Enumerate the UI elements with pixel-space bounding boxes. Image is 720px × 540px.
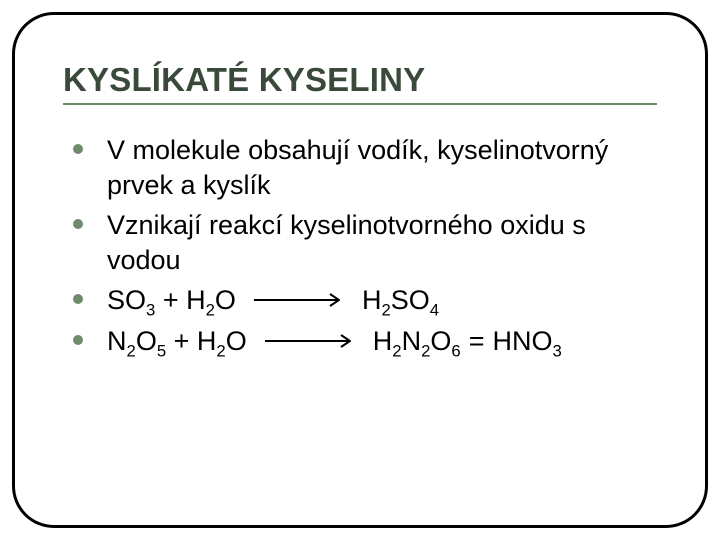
chem-formula: HNO3: [492, 324, 561, 359]
list-item-body: Vznikají reakcí kyselinotvorného oxidu s…: [107, 208, 657, 277]
bullet-icon: [73, 144, 83, 154]
bullet-icon: [73, 335, 83, 345]
slide-frame: KYSLÍKATÉ KYSELINY V molekule obsahují v…: [12, 12, 708, 528]
reaction-row: N2O5 + H2O H2N2O6 = HNO3: [107, 324, 657, 359]
bullet-list: V molekule obsahují vodík, kyselinotvorn…: [63, 115, 657, 358]
equals-sign: =: [469, 324, 485, 359]
list-item-body: N2O5 + H2O H2N2O6 = HNO3: [107, 324, 657, 359]
reaction-arrow-icon: [265, 334, 351, 348]
chem-formula: SO3 + H2O: [107, 283, 236, 318]
bullet-icon: [73, 219, 83, 229]
slide-content: KYSLÍKATÉ KYSELINY V molekule obsahují v…: [15, 15, 705, 525]
list-item: Vznikají reakcí kyselinotvorného oxidu s…: [73, 208, 657, 277]
list-item-body: V molekule obsahují vodík, kyselinotvorn…: [107, 133, 657, 202]
slide-title: KYSLÍKATÉ KYSELINY: [63, 61, 657, 103]
list-item: N2O5 + H2O H2N2O6 = HNO3: [73, 324, 657, 359]
reaction-arrow-icon: [254, 293, 340, 307]
list-item: V molekule obsahují vodík, kyselinotvorn…: [73, 133, 657, 202]
list-item: SO3 + H2O H2SO4: [73, 283, 657, 318]
title-underline: [63, 103, 657, 105]
reaction-row: SO3 + H2O H2SO4: [107, 283, 657, 318]
chem-formula: H2SO4: [362, 283, 439, 318]
chem-formula: N2O5 + H2O: [107, 324, 247, 359]
title-block: KYSLÍKATÉ KYSELINY: [63, 61, 657, 105]
list-item-body: SO3 + H2O H2SO4: [107, 283, 657, 318]
bullet-icon: [73, 294, 83, 304]
chem-formula: H2N2O6: [373, 324, 461, 359]
